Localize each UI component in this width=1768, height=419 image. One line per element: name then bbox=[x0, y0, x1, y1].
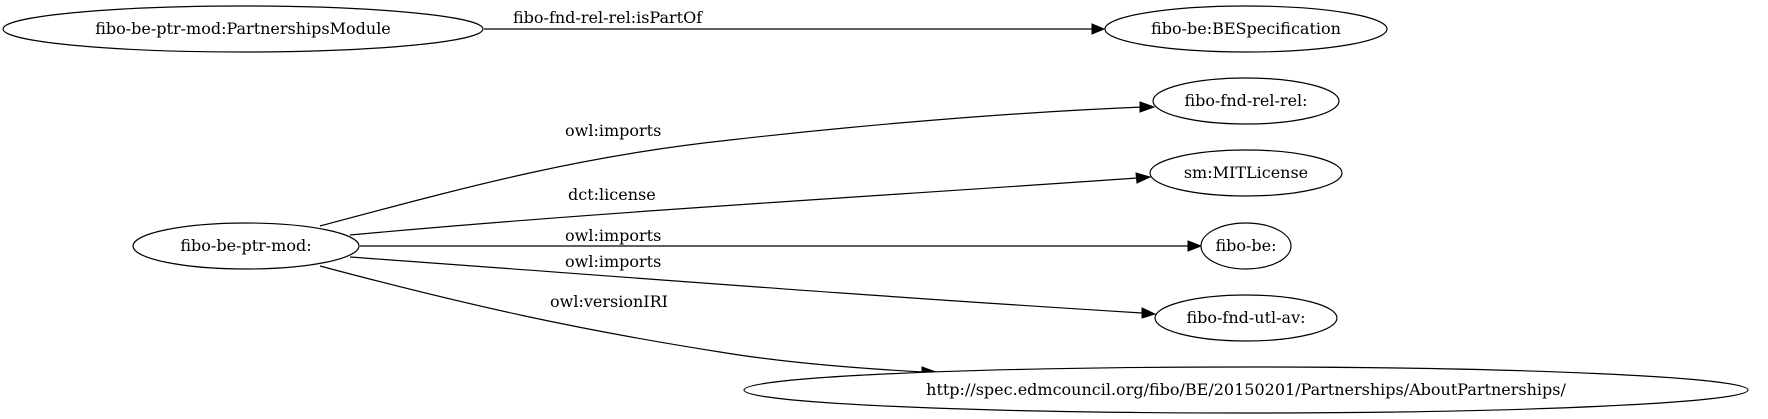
edge-line bbox=[349, 256, 1143, 314]
node-label: fibo-be: bbox=[1215, 236, 1276, 255]
node-ellipse bbox=[1152, 77, 1340, 125]
node-label: fibo-fnd-rel-rel: bbox=[1184, 91, 1307, 110]
node-label: fibo-be-ptr-mod:PartnershipsModule bbox=[95, 19, 391, 38]
node-ellipse bbox=[2, 5, 484, 53]
node-mit-license: sm:MITLicense bbox=[1149, 149, 1343, 197]
node-label: fibo-fnd-utl-av: bbox=[1186, 308, 1305, 327]
node-label: fibo-be:BESpecification bbox=[1151, 19, 1341, 38]
edge-label-is-part-of: fibo-fnd-rel-rel:isPartOf bbox=[513, 8, 703, 27]
edge-line bbox=[319, 106, 1144, 227]
node-rel-rel: fibo-fnd-rel-rel: bbox=[1152, 77, 1340, 125]
node-ellipse bbox=[1149, 149, 1343, 197]
edge-is-part-of: fibo-fnd-rel-rel:isPartOf bbox=[484, 8, 1106, 35]
node-label: fibo-be-ptr-mod: bbox=[180, 236, 311, 255]
edge-label-imports-utl-av: owl:imports bbox=[565, 252, 661, 271]
node-partnerships-module: fibo-be-ptr-mod:PartnershipsModule bbox=[2, 5, 484, 53]
node-utl-av: fibo-fnd-utl-av: bbox=[1154, 294, 1338, 342]
node-ellipse bbox=[1154, 294, 1338, 342]
node-label: sm:MITLicense bbox=[1184, 163, 1308, 182]
arrowhead-icon bbox=[1139, 101, 1156, 113]
node-ellipse bbox=[1104, 5, 1388, 53]
node-fibo-be: fibo-be: bbox=[1200, 222, 1292, 270]
edge-imports-utl-av: owl:imports bbox=[349, 252, 1157, 319]
node-ptr-mod: fibo-be-ptr-mod: bbox=[132, 222, 360, 270]
edge-label-license: dct:license bbox=[568, 185, 656, 204]
edge-imports-fibo-be: owl:imports bbox=[360, 226, 1203, 252]
edge-label-imports-rel-rel: owl:imports bbox=[565, 121, 661, 140]
node-ellipse bbox=[132, 222, 360, 270]
edge-label-imports-fibo-be: owl:imports bbox=[565, 226, 661, 245]
edge-label-version-iri: owl:versionIRI bbox=[550, 292, 668, 311]
arrowhead-icon bbox=[1141, 307, 1157, 319]
node-version-iri: http://spec.edmcouncil.org/fibo/BE/20150… bbox=[743, 366, 1749, 414]
arrowhead-icon bbox=[1091, 23, 1106, 35]
edge-version-iri: owl:versionIRI bbox=[319, 265, 938, 378]
edge-line bbox=[349, 177, 1138, 236]
edge-line bbox=[319, 265, 924, 373]
arrowhead-icon bbox=[1135, 172, 1152, 184]
node-be-specification: fibo-be:BESpecification bbox=[1104, 5, 1388, 53]
node-ellipse bbox=[743, 366, 1749, 414]
node-label: http://spec.edmcouncil.org/fibo/BE/20150… bbox=[926, 380, 1566, 399]
edge-license: dct:license bbox=[349, 172, 1152, 236]
edge-imports-rel-rel: owl:imports bbox=[319, 101, 1156, 227]
node-ellipse bbox=[1200, 222, 1292, 270]
arrowhead-icon bbox=[1187, 240, 1203, 252]
